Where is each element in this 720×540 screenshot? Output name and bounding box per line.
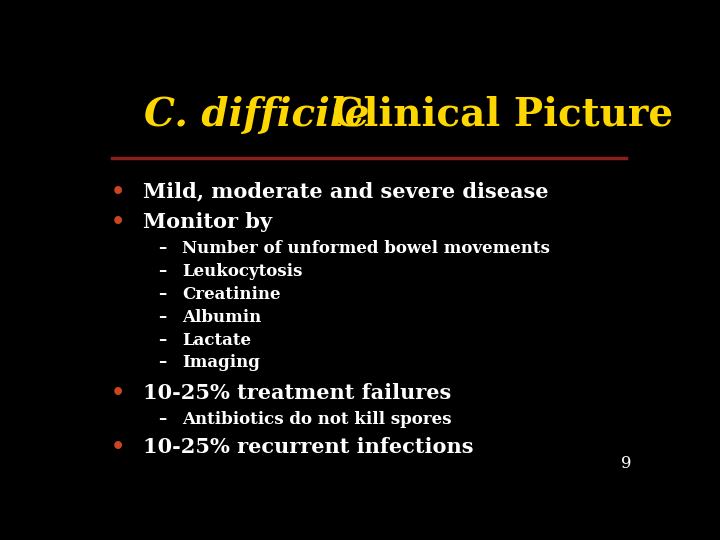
Text: •: •	[111, 212, 125, 232]
Text: •: •	[111, 383, 125, 403]
Text: –: –	[158, 410, 166, 428]
Text: Albumin: Albumin	[182, 309, 261, 326]
Text: Monitor by: Monitor by	[143, 212, 272, 232]
Text: Mild, moderate and severe disease: Mild, moderate and severe disease	[143, 181, 549, 201]
Text: –: –	[158, 332, 166, 348]
Text: Clinical Picture: Clinical Picture	[319, 96, 673, 134]
Text: Lactate: Lactate	[182, 332, 251, 348]
Text: Number of unformed bowel movements: Number of unformed bowel movements	[182, 240, 550, 257]
Text: 10-25% recurrent infections: 10-25% recurrent infections	[143, 437, 474, 457]
Text: C. difficile: C. difficile	[145, 96, 370, 134]
Text: •: •	[111, 437, 125, 457]
Text: –: –	[158, 354, 166, 372]
Text: –: –	[158, 263, 166, 280]
Text: Creatinine: Creatinine	[182, 286, 281, 303]
Text: 10-25% treatment failures: 10-25% treatment failures	[143, 383, 451, 403]
Text: –: –	[158, 309, 166, 326]
Text: –: –	[158, 240, 166, 257]
Text: Imaging: Imaging	[182, 354, 260, 372]
Text: Leukocytosis: Leukocytosis	[182, 263, 302, 280]
Text: –: –	[158, 286, 166, 303]
Text: 9: 9	[621, 455, 631, 472]
Text: Antibiotics do not kill spores: Antibiotics do not kill spores	[182, 410, 451, 428]
Text: •: •	[111, 181, 125, 201]
